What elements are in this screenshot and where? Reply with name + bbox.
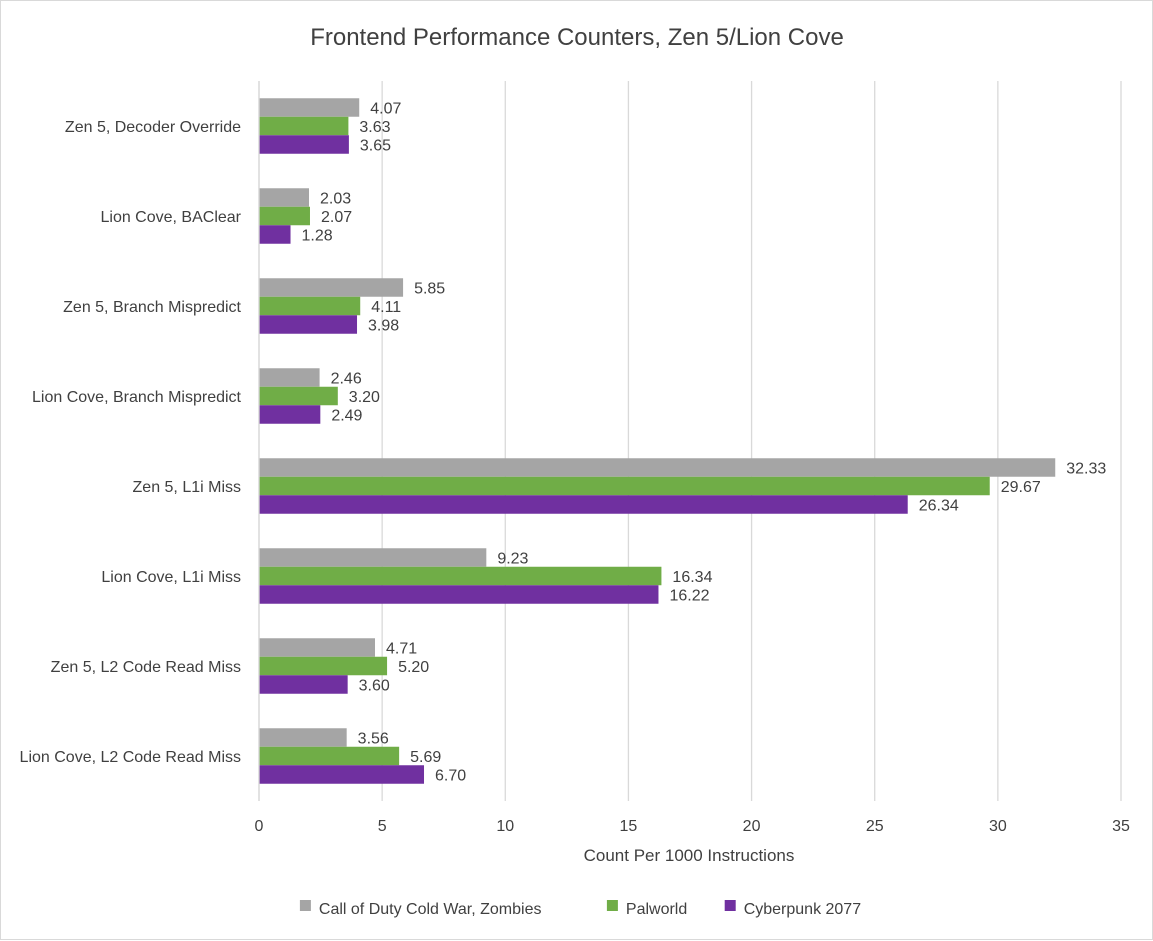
data-label: 3.60: [359, 678, 390, 695]
bar: [259, 548, 487, 567]
x-tick-label: 30: [989, 818, 1007, 835]
bar: [259, 116, 349, 136]
data-label: 3.20: [349, 389, 380, 406]
bar: [259, 278, 404, 297]
bar: [259, 638, 376, 657]
data-label: 3.65: [360, 138, 391, 155]
data-label: 2.49: [331, 408, 362, 425]
y-tick-label: Zen 5, Branch Mispredict: [63, 299, 241, 316]
bar: [259, 585, 659, 604]
gridlines: [258, 81, 1122, 801]
y-tick-label: Lion Cove, Branch Mispredict: [32, 389, 242, 406]
axes: 0 5 10 15 20 25 30 35 Zen 5, Decoder Override Lio…: [20, 81, 1130, 835]
data-label: 9.23: [497, 551, 528, 568]
y-tick-label: Lion Cove, L2 Code Read Miss: [20, 749, 241, 766]
bar: [259, 225, 291, 244]
legend-swatch: [299, 900, 311, 911]
data-label: 2.03: [320, 191, 351, 208]
bar: [259, 135, 349, 154]
data-label: 2.46: [331, 371, 362, 388]
legend: Call of Duty Cold War, Zombies Palworld Cy…: [299, 900, 862, 918]
data-label: 32.33: [1066, 461, 1106, 478]
x-tick-label: 25: [866, 818, 884, 835]
x-tick-label: 15: [620, 818, 638, 835]
bar: [259, 315, 358, 334]
bar: [259, 566, 662, 586]
y-tick-label: Zen 5, Decoder Override: [65, 119, 241, 136]
x-tick-label: 10: [496, 818, 514, 835]
data-label: 4.11: [371, 299, 401, 316]
data-label: 6.70: [435, 768, 466, 785]
data-label: 4.71: [386, 641, 417, 658]
data-label: 5.85: [414, 281, 445, 298]
data-label: 3.56: [358, 731, 389, 748]
data-label: 26.34: [919, 498, 959, 515]
x-axis-title: Count Per 1000 Instructions: [584, 846, 795, 865]
y-tick-label: Zen 5, L2 Code Read Miss: [51, 659, 241, 676]
bar: [259, 405, 321, 424]
data-labels: 4.073.63 3.65 2.032.07 1.28 5.85 4.11 3.98 2.46…: [302, 101, 1107, 785]
bar: [259, 495, 908, 514]
x-tick-label: 0: [255, 818, 264, 835]
x-tick-label: 35: [1112, 818, 1130, 835]
legend-label: Palworld: [626, 901, 687, 918]
bar: [259, 458, 1056, 477]
legend-swatch: [606, 900, 618, 911]
y-tick-label: Lion Cove, L1i Miss: [101, 569, 241, 586]
data-label: 5.69: [410, 749, 441, 766]
data-label: 1.28: [302, 228, 333, 245]
bar: [259, 656, 388, 676]
legend-label: Cyberpunk 2077: [744, 901, 862, 918]
bar: [259, 368, 320, 387]
bars: [259, 98, 1056, 784]
data-label: 2.07: [321, 209, 352, 226]
bar: [259, 476, 990, 496]
bar: [259, 206, 310, 226]
legend-label: Call of Duty Cold War, Zombies: [319, 901, 542, 918]
legend-swatch: [724, 900, 736, 911]
bar: [259, 188, 309, 207]
bar: [259, 386, 338, 406]
bar: [259, 728, 347, 747]
chart-title: Frontend Performance Counters, Zen 5/Lio…: [310, 24, 844, 51]
data-label: 5.20: [398, 659, 429, 676]
x-tick-label: 5: [378, 818, 387, 835]
data-label: 3.63: [359, 119, 390, 136]
y-tick-label: Zen 5, L1i Miss: [133, 479, 241, 496]
data-label: 4.07: [370, 101, 401, 118]
x-tick-label: 20: [743, 818, 761, 835]
data-label: 16.22: [669, 588, 709, 605]
data-label: 16.34: [672, 569, 712, 586]
data-label: 3.98: [368, 318, 399, 335]
y-tick-label: Lion Cove, BAClear: [100, 209, 241, 226]
bar: [259, 746, 400, 766]
bar: [259, 98, 360, 117]
data-label: 29.67: [1001, 479, 1041, 496]
bar: [259, 675, 348, 694]
bar: [259, 765, 425, 784]
bar: [259, 296, 361, 316]
